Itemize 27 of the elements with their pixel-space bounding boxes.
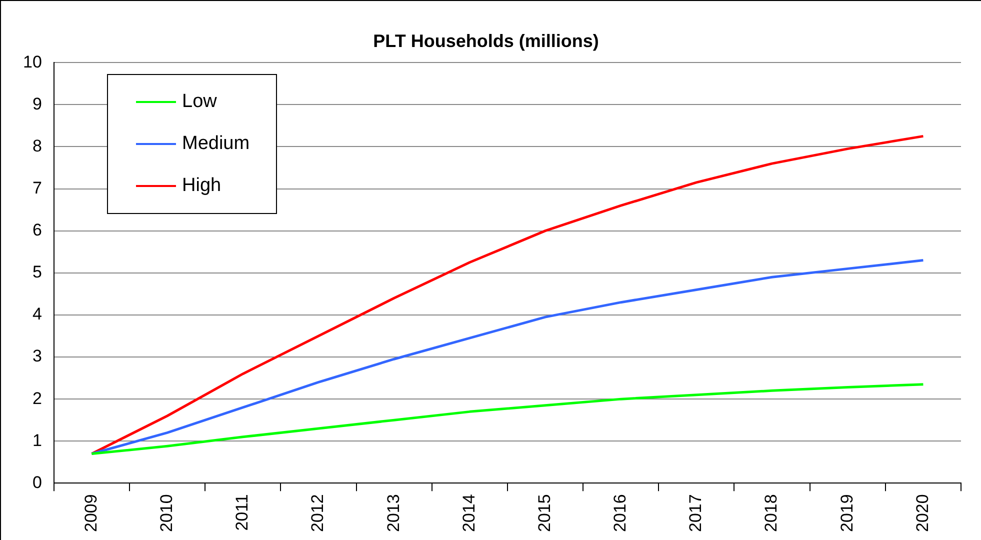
y-tick-label: 6 xyxy=(32,220,42,240)
y-tick-label: 8 xyxy=(32,136,42,156)
y-tick-label: 10 xyxy=(22,52,42,72)
x-tick-label: 2011 xyxy=(232,494,252,531)
x-tick-label: 2019 xyxy=(837,494,856,532)
y-tick-label: 7 xyxy=(32,178,42,198)
x-tick-label: 2012 xyxy=(308,494,328,532)
x-tick-label: 2020 xyxy=(912,494,932,532)
x-tick-label: 2009 xyxy=(81,494,100,532)
x-tick-label: 2016 xyxy=(610,494,630,532)
y-tick-label: 0 xyxy=(32,472,42,492)
y-tick-label: 5 xyxy=(32,262,42,282)
chart-title: PLT Households (millions) xyxy=(373,30,599,51)
y-tick-label: 9 xyxy=(32,94,42,114)
x-tick-label: 2017 xyxy=(686,494,706,532)
legend-label: Low xyxy=(182,91,217,113)
x-tick-label: 2014 xyxy=(459,494,478,532)
legend-label: High xyxy=(182,175,222,197)
x-tick-label: 2018 xyxy=(762,494,781,532)
legend-label: Medium xyxy=(182,133,250,155)
y-tick-label: 2 xyxy=(32,388,42,408)
x-tick-label: 2015 xyxy=(534,494,554,532)
x-tick-label: 2010 xyxy=(156,494,176,532)
y-tick-label: 3 xyxy=(32,346,42,366)
x-tick-label: 2013 xyxy=(384,494,403,532)
y-tick-label: 4 xyxy=(32,304,42,324)
y-tick-label: 1 xyxy=(32,430,42,450)
